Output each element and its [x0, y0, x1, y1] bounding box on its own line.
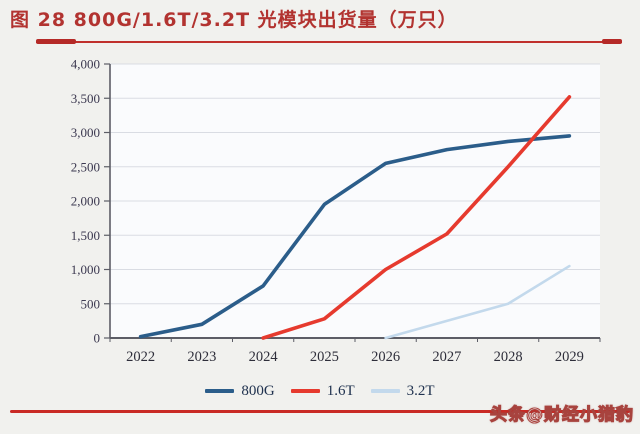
legend-label: 800G: [241, 382, 275, 399]
y-tick-label: 1,000: [71, 262, 100, 277]
bottom-accent-line: [10, 410, 630, 413]
title-underline-right-cap: [602, 39, 622, 44]
legend-swatch: [205, 389, 235, 393]
legend-label: 3.2T: [406, 382, 435, 399]
legend-item-800G: 800G: [205, 382, 275, 400]
y-tick-label: 3,500: [71, 91, 100, 106]
legend-label: 1.6T: [326, 382, 355, 399]
legend-item-1.6T: 1.6T: [290, 382, 355, 400]
legend-swatch: [290, 389, 320, 393]
title-underline-left-cap: [36, 39, 76, 44]
series-line-3.2T: [384, 264, 571, 340]
x-tick-label: 2028: [494, 349, 523, 365]
x-tick-label: 2027: [432, 349, 461, 365]
y-tick-label: 500: [81, 296, 101, 311]
x-tick-label: 2024: [249, 349, 279, 365]
y-tick-label: 2,000: [71, 194, 100, 209]
title-underline-line: [36, 41, 622, 43]
x-tick-label: 2023: [187, 349, 216, 365]
x-tick-label: 2025: [310, 349, 339, 365]
x-tick-label: 2029: [555, 349, 584, 365]
y-tick-label: 2,500: [71, 159, 100, 174]
chart-title: 图 28 800G/1.6T/3.2T 光模块出货量（万只）: [10, 9, 458, 31]
legend-item-3.2T: 3.2T: [370, 382, 435, 400]
title-underline: [0, 39, 640, 47]
chart-legend: 800G 1.6T 3.2T: [0, 381, 640, 401]
x-tick-label: 2026: [371, 349, 400, 365]
series-line-1.6T: [261, 95, 572, 340]
y-tick-label: 0: [94, 331, 101, 346]
y-tick-label: 4,000: [71, 57, 100, 72]
x-tick-label: 2022: [126, 349, 155, 365]
y-tick-label: 3,000: [71, 125, 100, 140]
legend-swatch: [370, 389, 400, 393]
watermark: 头条@财经小猎豹: [489, 404, 634, 425]
series-line-800G: [138, 134, 572, 339]
y-tick-label: 1,500: [71, 228, 100, 243]
